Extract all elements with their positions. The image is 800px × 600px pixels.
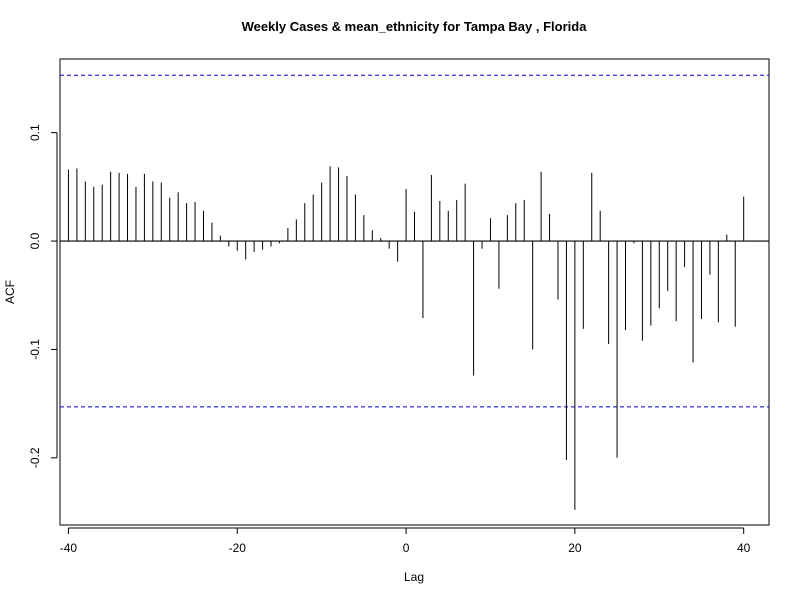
x-tick-label: -40 [60,541,78,555]
x-tick-label: 20 [568,541,582,555]
y-tick-label: 0.1 [28,124,42,141]
x-tick-label: -20 [229,541,247,555]
y-axis-label: ACF [3,280,17,304]
x-axis-label: Lag [404,570,424,584]
y-tick-label: -0.2 [28,447,42,468]
plot-frame [59,58,770,526]
acf-bars [60,74,769,510]
axes: -40 -20 0 20 40 -0.2 -0.1 0.0 0.1 [28,124,751,555]
x-tick-label: 40 [737,541,751,555]
y-tick-label: 0.0 [28,232,42,249]
x-tick-label: 0 [403,541,410,555]
y-tick-label: -0.1 [28,339,42,360]
chart-title: Weekly Cases & mean_ethnicity for Tampa … [242,19,588,34]
